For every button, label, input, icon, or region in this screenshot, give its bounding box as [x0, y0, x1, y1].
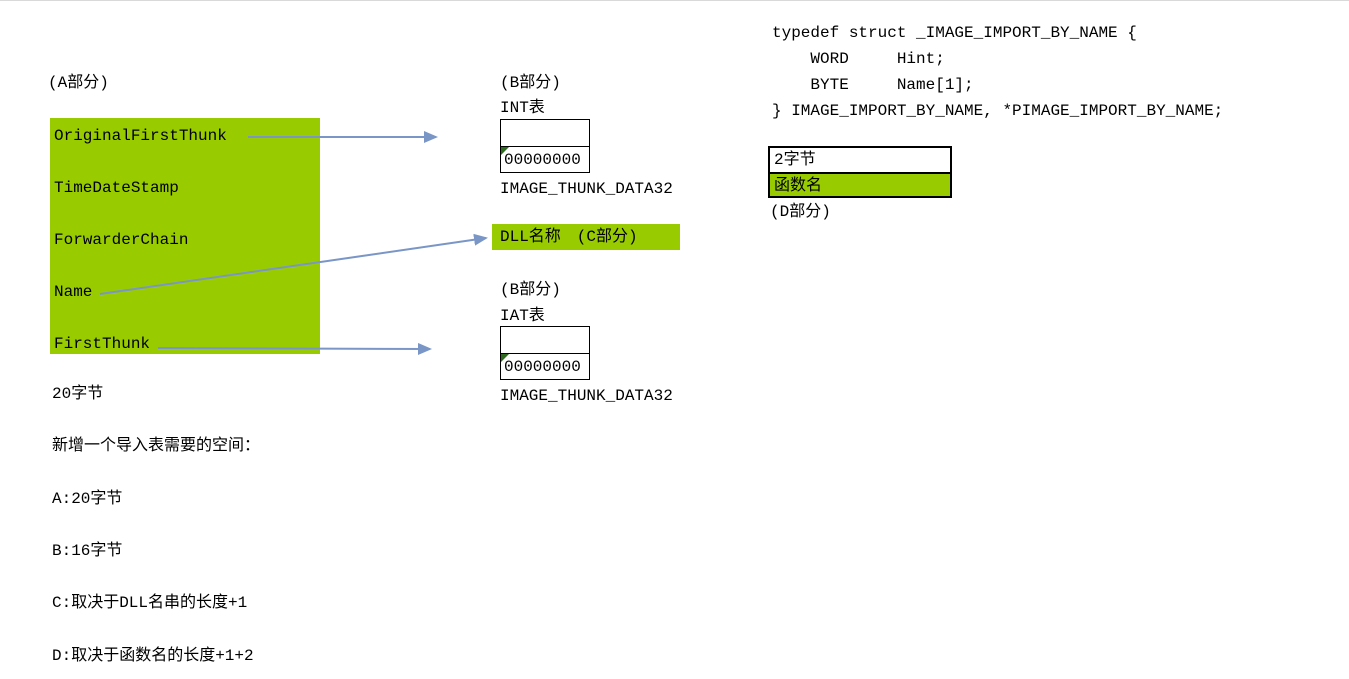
field-original-first-thunk: OriginalFirstThunk: [54, 127, 227, 145]
top-divider: [0, 0, 1349, 1]
int-table-cell-zero-value: 00000000: [504, 151, 581, 169]
note-a: A:20字节: [52, 490, 123, 508]
int-table-title: INT表: [500, 99, 545, 117]
int-table-cell-zero: 00000000: [501, 146, 589, 172]
code-line: } IMAGE_IMPORT_BY_NAME, *PIMAGE_IMPORT_B…: [772, 102, 1224, 120]
descriptor-size-note: 20字节: [52, 385, 104, 403]
import-by-name-table: 2字节 函数名: [768, 146, 952, 198]
struct-code-block: typedef struct _IMAGE_IMPORT_BY_NAME { W…: [772, 20, 1223, 124]
section-a-label: (A部分): [48, 74, 109, 92]
hint-bytes-row: 2字节: [774, 151, 816, 169]
code-line: WORD Hint;: [772, 50, 945, 68]
int-table: 00000000: [500, 119, 590, 173]
dll-name-box: DLL名称 (C部分): [492, 224, 680, 250]
iat-table: 00000000: [500, 326, 590, 380]
iat-table-caption: IMAGE_THUNK_DATA32: [500, 387, 673, 405]
import-descriptor-box: OriginalFirstThunk TimeDateStamp Forward…: [50, 118, 320, 354]
code-line: typedef struct _IMAGE_IMPORT_BY_NAME {: [772, 24, 1137, 42]
note-d: D:取决于函数名的长度+1+2: [52, 647, 254, 665]
field-time-date-stamp: TimeDateStamp: [54, 179, 179, 197]
iat-table-cell-zero-value: 00000000: [504, 358, 581, 376]
note-b: B:16字节: [52, 542, 123, 560]
iat-section-label: (B部分): [500, 281, 561, 299]
cell-corner-triangle-icon: [501, 354, 509, 362]
iat-table-cell-empty: [501, 327, 589, 353]
int-table-caption: IMAGE_THUNK_DATA32: [500, 180, 673, 198]
cell-corner-triangle-icon: [501, 147, 509, 155]
iat-table-cell-zero: 00000000: [501, 353, 589, 379]
code-line: BYTE Name[1];: [772, 76, 974, 94]
int-table-cell-empty: [501, 120, 589, 146]
notes-title: 新增一个导入表需要的空间：: [52, 437, 261, 455]
note-c: C:取决于DLL名串的长度+1: [52, 594, 248, 612]
int-section-label: (B部分): [500, 74, 561, 92]
function-name-row: 函数名: [770, 172, 950, 196]
field-first-thunk: FirstThunk: [54, 335, 151, 353]
iat-table-title: IAT表: [500, 307, 545, 325]
d-section-label: (D部分): [770, 203, 831, 221]
field-name: Name: [54, 283, 93, 301]
field-forwarder-chain: ForwarderChain: [54, 231, 189, 249]
